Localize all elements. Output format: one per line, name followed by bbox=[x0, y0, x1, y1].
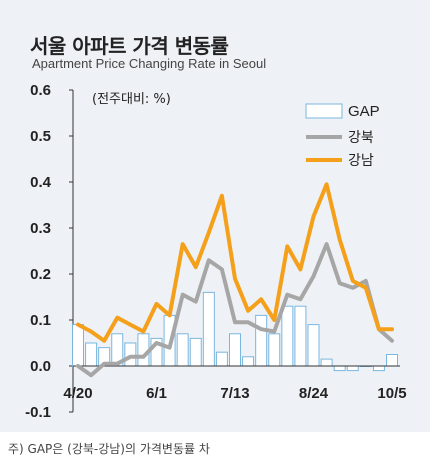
legend-gangnam-label: 강남 bbox=[348, 153, 374, 169]
gangbuk-line bbox=[76, 242, 394, 378]
unit-label: (전주대비: %) bbox=[92, 92, 171, 107]
gap-bar bbox=[202, 291, 215, 367]
gap-bar bbox=[281, 305, 294, 367]
gap-bar bbox=[255, 314, 268, 367]
price-change-chart: -0.1 0.0 0.1 0.2 0.3 0.4 0.5 0.6 (전주대비: %) 4/20 6/… bbox=[25, 82, 406, 421]
gap-bar bbox=[294, 305, 307, 367]
gap-bar bbox=[320, 358, 333, 367]
y-tick-label: -0.1 bbox=[25, 404, 51, 421]
gap-bar bbox=[176, 333, 189, 367]
gap-bar bbox=[242, 356, 255, 367]
gap-bar bbox=[215, 351, 228, 367]
footnote: 주) GAP은 (강북-강남)의 가격변동률 차 bbox=[8, 442, 210, 456]
y-tick-label: 0.4 bbox=[30, 174, 52, 191]
gap-bar bbox=[85, 342, 98, 367]
x-tick-label: 4/20 bbox=[63, 385, 92, 402]
gap-bar bbox=[372, 365, 385, 372]
y-tick-label: 0.0 bbox=[30, 358, 51, 375]
gap-bar bbox=[229, 333, 241, 367]
gap-bar bbox=[268, 333, 281, 367]
gap-bar bbox=[189, 337, 202, 367]
y-tick-label: 0.1 bbox=[30, 312, 51, 329]
gap-bar bbox=[307, 324, 320, 367]
y-tick-label: 0.5 bbox=[30, 128, 51, 145]
y-tick-label: 0.6 bbox=[30, 82, 51, 99]
x-tick-label: 10/5 bbox=[377, 385, 406, 402]
gap-bar bbox=[72, 324, 84, 367]
gap-bar bbox=[333, 365, 346, 372]
chart-subtitle: Apartment Price Changing Rate in Seoul bbox=[32, 56, 267, 71]
x-tick-label: 6/1 bbox=[146, 385, 167, 402]
y-tick-label: 0.2 bbox=[30, 266, 51, 283]
legend-gap-label: GAP bbox=[348, 103, 380, 120]
legend-gap-swatch bbox=[305, 103, 343, 119]
y-tick-label: 0.3 bbox=[30, 220, 51, 237]
legend-gangbuk-label: 강북 bbox=[348, 130, 374, 146]
gap-bar bbox=[346, 365, 359, 372]
gap-bar bbox=[124, 342, 137, 367]
gangnam-line bbox=[76, 182, 394, 343]
x-tick-label: 8/24 bbox=[299, 385, 329, 402]
gap-bar bbox=[386, 354, 398, 367]
chart-title: 서울 아파트 가격 변동률 bbox=[30, 34, 229, 58]
x-tick-label: 7/13 bbox=[220, 385, 249, 402]
